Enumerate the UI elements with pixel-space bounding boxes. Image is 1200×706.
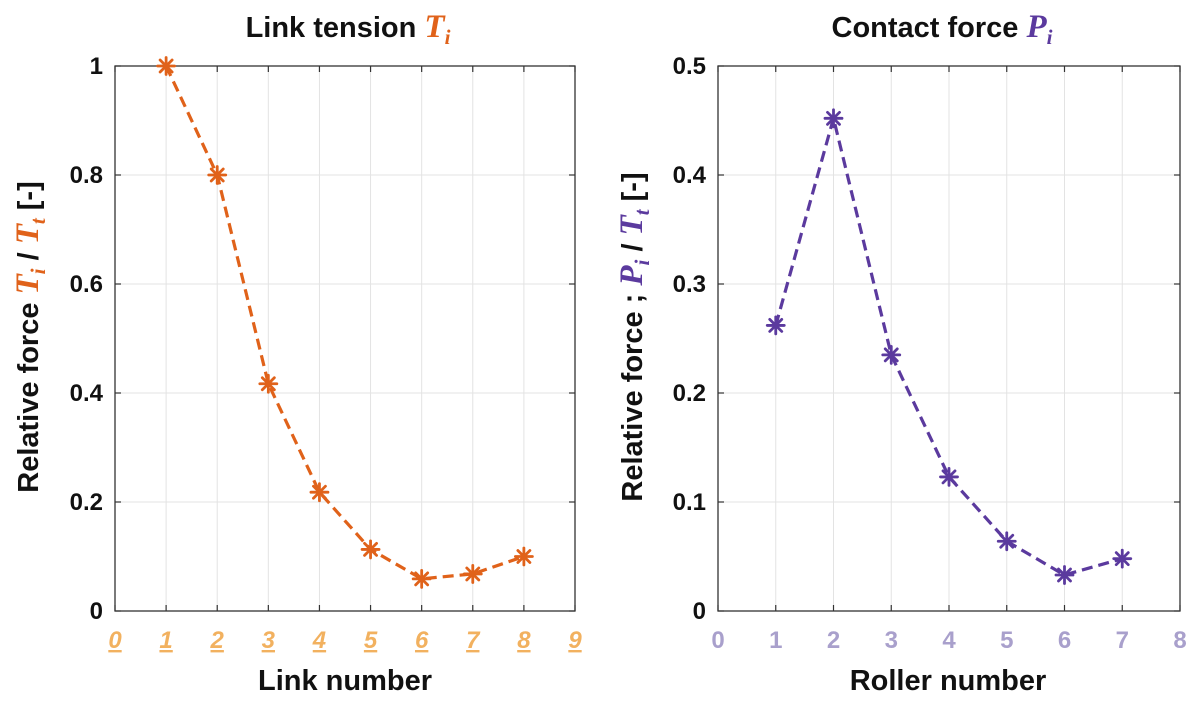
link-tension-y-tick-label: 1 <box>90 53 103 80</box>
link-tension-data-point <box>309 482 330 503</box>
contact-force-x-tick-label: 6 <box>1058 627 1071 654</box>
contact-force-x-tick-label: 4 <box>942 627 956 654</box>
contact-force-x-tick-label: 5 <box>1000 627 1013 654</box>
contact-force-x-ticks: 0 1 2 3 4 5 6 7 8 <box>711 66 1187 654</box>
link-tension-x-tick-label: 5 <box>364 627 378 654</box>
link-tension-title: Link tension Ti <box>246 9 451 49</box>
contact-force-series <box>765 108 1133 585</box>
link-tension-x-axis-label: Link number <box>258 665 432 697</box>
link-tension-x-tick-label: 3 <box>262 627 276 654</box>
link-tension-data-point <box>462 564 483 584</box>
link-tension-panel: Link tension Ti 0 0.2 0.4 0.6 0.8 1 0 1 2 3 4 5 6 7 8… <box>10 9 582 697</box>
contact-force-data-point <box>1112 548 1133 569</box>
contact-force-panel: Contact force Pi 0 0.1 0.2 0.3 0.4 0.5 0 1 2 3 4 5… <box>614 9 1187 697</box>
link-tension-y-tick-label: 0.8 <box>70 162 103 189</box>
link-tension-data-point <box>513 546 534 567</box>
contact-force-y-tick-label: 0.2 <box>673 380 706 407</box>
link-tension-data-point <box>411 568 432 589</box>
contact-force-data-point <box>823 108 844 129</box>
contact-force-data-point <box>1054 565 1075 585</box>
link-tension-y-tick-label: 0 <box>90 598 103 625</box>
link-tension-y-ticks: 0 0.2 0.4 0.6 0.8 1 <box>70 53 575 625</box>
link-tension-x-tick-label: 4 <box>312 627 326 654</box>
link-tension-x-tick-label: 2 <box>210 627 225 654</box>
contact-force-x-tick-label: 7 <box>1116 627 1129 654</box>
contact-force-x-tick-label: 0 <box>711 627 724 654</box>
link-tension-y-tick-label: 0.6 <box>70 271 103 298</box>
contact-force-y-tick-label: 0.1 <box>673 489 706 516</box>
contact-force-grid <box>718 66 1180 611</box>
contact-force-x-tick-label: 3 <box>885 627 898 654</box>
link-tension-x-tick-label: 0 <box>108 627 122 654</box>
link-tension-grid <box>115 66 575 611</box>
contact-force-x-tick-label: 1 <box>769 627 782 654</box>
link-tension-data-point <box>156 56 177 76</box>
link-tension-y-tick-label: 0.4 <box>70 380 104 407</box>
contact-force-y-tick-label: 0.4 <box>673 162 707 189</box>
link-tension-x-tick-label: 6 <box>415 627 429 654</box>
contact-force-y-tick-label: 0 <box>693 598 706 625</box>
link-tension-x-tick-label: 8 <box>517 627 531 654</box>
contact-force-y-ticks: 0 0.1 0.2 0.3 0.4 0.5 <box>673 53 1180 625</box>
contact-force-x-tick-label: 2 <box>827 627 840 654</box>
contact-force-y-axis-label: Relative force ; Pi / Tt [-] <box>614 172 654 501</box>
contact-force-data-point <box>996 531 1017 552</box>
link-tension-x-ticks: 0 1 2 3 4 5 6 7 8 9 <box>108 66 582 654</box>
contact-force-y-tick-label: 0.5 <box>673 53 706 80</box>
link-tension-series <box>156 56 534 589</box>
link-tension-x-tick-label: 7 <box>466 627 481 654</box>
link-tension-x-tick-label: 9 <box>568 627 582 654</box>
contact-force-data-point <box>939 467 959 487</box>
contact-force-x-tick-label: 8 <box>1173 627 1186 654</box>
link-tension-x-tick-label: 1 <box>159 627 172 654</box>
link-tension-data-point <box>360 539 381 560</box>
contact-force-data-point <box>765 315 786 336</box>
link-tension-axes-box <box>114 65 576 612</box>
link-tension-y-axis-label: Relative force Ti / Tt [-] <box>10 181 50 493</box>
link-tension-data-point <box>207 165 228 185</box>
contact-force-data-point <box>881 344 902 365</box>
contact-force-x-axis-label: Roller number <box>850 665 1047 697</box>
link-tension-y-tick-label: 0.2 <box>70 489 103 516</box>
link-tension-data-point <box>258 373 279 394</box>
contact-force-title: Contact force Pi <box>832 9 1053 49</box>
contact-force-y-tick-label: 0.3 <box>673 271 706 298</box>
